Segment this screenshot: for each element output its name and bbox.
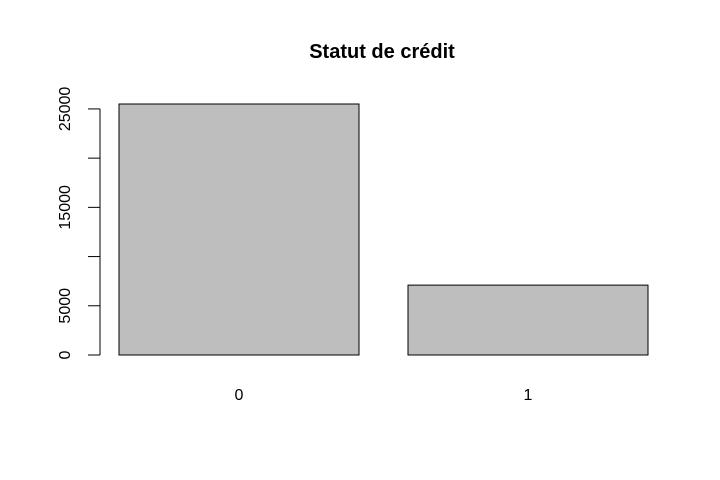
bar-0 xyxy=(118,103,360,356)
y-tick-label: 5000 xyxy=(57,288,74,324)
x-tick-label: 1 xyxy=(524,387,533,404)
bar-1 xyxy=(407,284,649,356)
x-tick-label: 0 xyxy=(235,387,244,404)
chart-title: Statut de crédit xyxy=(309,41,455,63)
y-tick-label: 25000 xyxy=(57,87,74,132)
y-axis: 0 5000 15000 25000 xyxy=(57,87,101,359)
y-tick-label: 15000 xyxy=(57,185,74,230)
y-tick-label: 0 xyxy=(57,350,74,359)
bars xyxy=(118,103,649,356)
